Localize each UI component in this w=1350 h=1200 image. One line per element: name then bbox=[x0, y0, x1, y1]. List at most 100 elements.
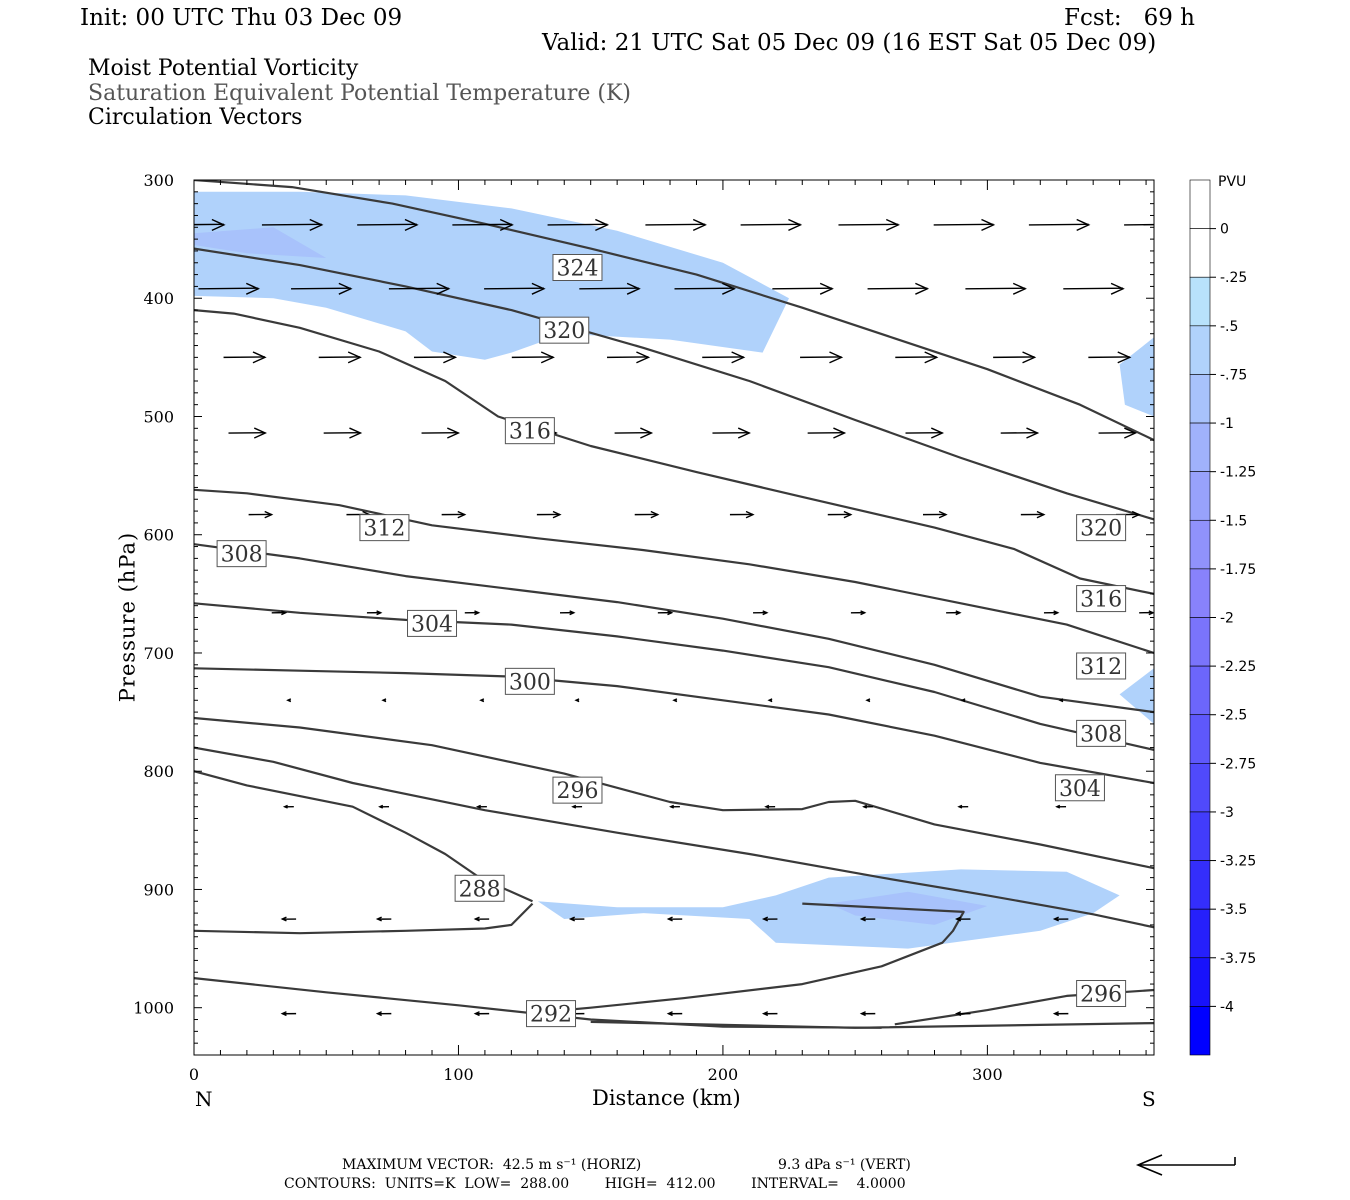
vector-head bbox=[282, 804, 288, 809]
vector-head bbox=[788, 218, 803, 231]
contour-label-box bbox=[526, 1000, 577, 1028]
theta-contour bbox=[194, 180, 1154, 442]
contour-label-box bbox=[1076, 980, 1127, 1008]
vector-head bbox=[475, 804, 481, 809]
circulation-vector bbox=[1058, 698, 1064, 703]
circulation-vector bbox=[740, 218, 803, 231]
circulation-vector bbox=[475, 804, 487, 809]
contour-label: 300 bbox=[509, 670, 551, 695]
theta-contour bbox=[194, 602, 1154, 751]
forecast-hour: Fcst: 69 h bbox=[1064, 5, 1195, 31]
circulation-vector bbox=[712, 427, 751, 439]
vector-head bbox=[473, 1011, 480, 1017]
circulation-vector bbox=[479, 698, 485, 703]
circulation-vector bbox=[960, 698, 966, 703]
y-tick-label: 700 bbox=[143, 644, 174, 663]
colorbar-tick-label: -.5 bbox=[1220, 319, 1238, 335]
circulation-vector bbox=[957, 804, 969, 809]
colorbar-tick-label: -2.5 bbox=[1220, 708, 1247, 724]
vector-head bbox=[1110, 282, 1125, 295]
vector-head bbox=[672, 698, 678, 703]
vector-head bbox=[954, 1011, 962, 1017]
vector-head bbox=[280, 1011, 287, 1017]
contour-label: 308 bbox=[221, 543, 263, 568]
contour-label: 296 bbox=[1080, 983, 1122, 1008]
theta-contour bbox=[194, 977, 882, 1029]
circulation-vector bbox=[559, 610, 576, 616]
circulation-vector bbox=[568, 916, 585, 922]
contour-label: 312 bbox=[1080, 655, 1122, 680]
circulation-vector bbox=[645, 218, 707, 231]
vector-head bbox=[862, 804, 868, 809]
vector-head bbox=[376, 610, 383, 616]
vector-head bbox=[859, 916, 866, 922]
circulation-vector bbox=[1139, 610, 1154, 616]
vector-head bbox=[930, 427, 945, 439]
circulation-vector bbox=[1020, 510, 1046, 519]
circulation-vector bbox=[378, 804, 390, 809]
colorbar-swatch bbox=[1189, 568, 1211, 618]
colorbar: PVU 0 -.25 -.5 -.75 -1 -1.25 -1.5 -1.75 -2 -2.25 -2… bbox=[1189, 174, 1256, 1056]
circulation-vector bbox=[954, 1011, 971, 1017]
contour-label: 308 bbox=[1080, 722, 1122, 747]
circulation-vector bbox=[1124, 223, 1154, 226]
circulation-vector bbox=[1063, 282, 1125, 295]
theta-contour bbox=[194, 488, 1154, 655]
vector-head bbox=[885, 218, 900, 231]
circulation-vector bbox=[1052, 916, 1069, 922]
circulation-vector bbox=[413, 351, 458, 364]
circulation-vector bbox=[473, 1011, 490, 1017]
init-time: Init: 00 UTC Thu 03 Dec 09 bbox=[80, 5, 403, 31]
colorbar-swatch bbox=[1189, 665, 1211, 716]
circulation-vector bbox=[767, 698, 773, 703]
circulation-vector bbox=[194, 218, 226, 231]
circulation-vector bbox=[323, 427, 363, 439]
colorbar-tick-label: -3 bbox=[1220, 805, 1234, 821]
colorbar-swatch bbox=[1189, 714, 1211, 764]
vector-shaft bbox=[388, 287, 449, 290]
vector-head bbox=[1036, 510, 1046, 519]
vector-head bbox=[569, 610, 576, 616]
circulation-vector bbox=[634, 510, 660, 519]
endpoint-right-label: S bbox=[1142, 1087, 1156, 1111]
vector-head bbox=[666, 916, 673, 922]
y-tick-label: 900 bbox=[143, 880, 174, 899]
vector-shaft bbox=[772, 287, 833, 290]
vector-head bbox=[309, 218, 324, 231]
vector-head bbox=[286, 698, 292, 703]
circulation-vector bbox=[772, 282, 834, 295]
vector-shaft bbox=[740, 223, 801, 226]
colorbar-swatch bbox=[1189, 374, 1211, 424]
vector-head bbox=[281, 610, 288, 616]
vector-head bbox=[1026, 427, 1040, 439]
circulation-vector bbox=[286, 698, 292, 703]
circulation-vector bbox=[1000, 427, 1040, 439]
contour-label: 288 bbox=[459, 877, 501, 902]
contour-label-box bbox=[504, 417, 555, 445]
x-tick-label: 100 bbox=[443, 1065, 474, 1084]
contour-label-box bbox=[1054, 774, 1105, 802]
circulation-vector bbox=[753, 610, 769, 616]
vector-head bbox=[1055, 804, 1061, 809]
vector-head bbox=[457, 510, 467, 519]
circulation-vector bbox=[895, 351, 939, 364]
vector-head bbox=[552, 510, 562, 519]
vector-shaft bbox=[645, 223, 706, 226]
vector-head bbox=[829, 351, 844, 364]
circulation-vector bbox=[702, 351, 746, 364]
vector-head bbox=[626, 282, 641, 295]
circulation-vector bbox=[761, 916, 778, 922]
vector-shaft bbox=[838, 223, 899, 226]
field-label-mpv: Moist Potential Vorticity bbox=[88, 56, 359, 81]
contour-label: 316 bbox=[509, 420, 551, 445]
vector-head bbox=[667, 610, 674, 616]
vector-head bbox=[595, 218, 610, 231]
circulation-vector bbox=[1055, 804, 1067, 809]
circulation-vector bbox=[375, 1011, 392, 1017]
circulation-vector bbox=[1043, 610, 1060, 616]
colorbar-tick-label: -.25 bbox=[1220, 270, 1247, 286]
vector-head bbox=[253, 427, 267, 439]
vector-shaft bbox=[452, 223, 513, 226]
circulation-vector bbox=[933, 218, 996, 231]
vector-head bbox=[761, 1011, 769, 1017]
